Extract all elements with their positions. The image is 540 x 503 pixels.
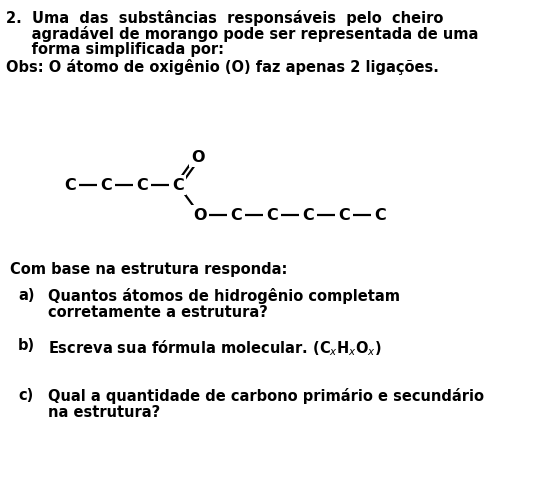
- Text: Qual a quantidade de carbono primário e secundário: Qual a quantidade de carbono primário e …: [48, 388, 484, 404]
- Text: Escreva sua fórmula molecular. (C$_x$H$_x$O$_x$): Escreva sua fórmula molecular. (C$_x$H$_…: [48, 338, 382, 358]
- Text: C: C: [172, 178, 184, 193]
- Text: C: C: [338, 208, 350, 222]
- Text: O: O: [191, 149, 205, 164]
- Text: Obs: O átomo de oxigênio (O) faz apenas 2 ligações.: Obs: O átomo de oxigênio (O) faz apenas …: [6, 59, 439, 75]
- Text: Com base na estrutura responda:: Com base na estrutura responda:: [10, 262, 287, 277]
- Text: C: C: [266, 208, 278, 222]
- Text: C: C: [100, 178, 112, 193]
- Text: O: O: [193, 208, 207, 222]
- Text: 2.  Uma  das  substâncias  responsáveis  pelo  cheiro: 2. Uma das substâncias responsáveis pelo…: [6, 10, 443, 26]
- Text: agradável de morango pode ser representada de uma: agradável de morango pode ser representa…: [6, 26, 478, 42]
- Text: C: C: [136, 178, 148, 193]
- Text: forma simplificada por:: forma simplificada por:: [6, 42, 224, 57]
- Text: b): b): [18, 338, 35, 353]
- Text: a): a): [18, 288, 35, 303]
- Text: C: C: [374, 208, 386, 222]
- Text: C: C: [302, 208, 314, 222]
- Text: c): c): [18, 388, 33, 403]
- Text: na estrutura?: na estrutura?: [48, 405, 160, 420]
- Text: C: C: [230, 208, 242, 222]
- Text: Quantos átomos de hidrogênio completam: Quantos átomos de hidrogênio completam: [48, 288, 400, 304]
- Text: corretamente a estrutura?: corretamente a estrutura?: [48, 305, 268, 320]
- Text: C: C: [64, 178, 76, 193]
